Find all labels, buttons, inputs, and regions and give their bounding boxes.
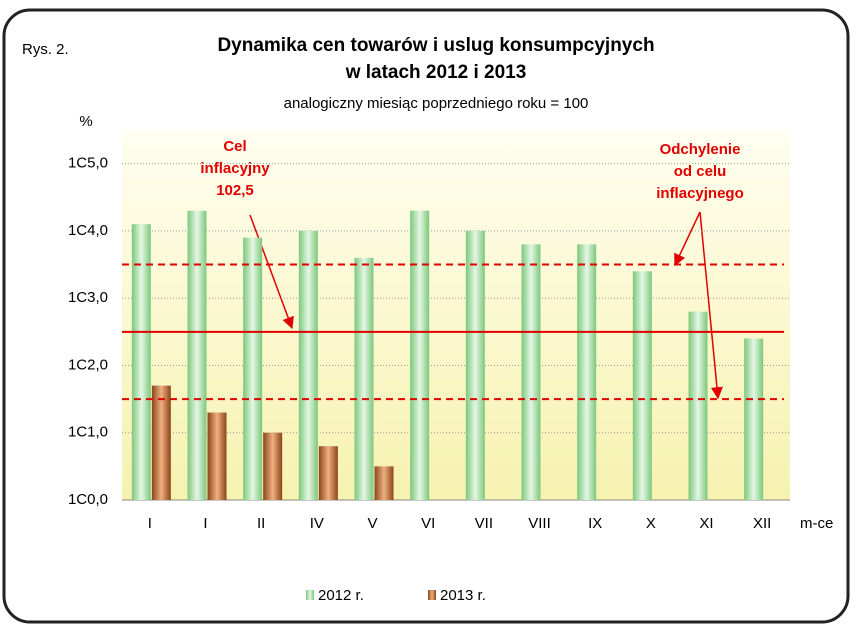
y-tick-label: 1C5,0 [68,155,108,172]
x-tick-label: V [367,515,377,532]
annotation: Cel [223,138,246,155]
chart-title-line2: w latach 2012 i 2013 [345,62,527,83]
y-tick-label: 1C1,0 [68,424,108,441]
arrow [674,211,701,267]
bar [298,230,318,500]
figure-label: Rys. 2. [22,41,69,58]
annotation: od celu [674,163,727,180]
bar [688,311,708,500]
bar [243,237,263,501]
bar [744,338,764,500]
legend-label: 2012 r. [318,587,364,604]
x-tick-label: I [148,515,152,532]
bar [374,466,394,500]
bar [410,210,430,500]
bar [521,244,541,500]
annotation: inflacyjnego [656,185,744,202]
bar [354,257,374,500]
x-tick-label: IV [310,515,324,532]
bar [207,412,227,500]
legend-label: 2013 r. [440,587,486,604]
bar [131,224,151,500]
x-tick-label: XII [753,515,771,532]
x-tick-label: VI [421,515,435,532]
bar [263,432,283,500]
x-tick-label: XI [699,515,713,532]
bar [465,230,485,500]
legend-swatch [306,590,314,600]
x-tick-label: X [646,515,656,532]
x-tick-label: VII [475,515,493,532]
bar [187,210,207,500]
subtitle: analogiczny miesiąc poprzedniego roku = … [284,95,589,112]
bar [318,446,338,500]
annotation: inflacyjny [200,160,270,177]
bar [632,271,652,500]
arrow [249,214,294,330]
annotation: Odchylenie [660,141,741,158]
bar [151,385,171,500]
y-tick-label: 1C0,0 [68,491,108,508]
x-tick-label: II [257,515,265,532]
bar [577,244,597,500]
x-axis-label: m-ce [800,515,833,532]
chart-title: Dynamika cen towarów i uslug konsumpcyjn… [217,35,654,56]
y-tick-label: 1C4,0 [68,222,108,239]
legend-swatch [428,590,436,600]
y-tick-label: 1C3,0 [68,289,108,306]
arrow [699,211,723,400]
y-axis-label: % [79,113,92,130]
x-tick-label: I [203,515,207,532]
plot-area [122,130,790,500]
x-tick-label: IX [588,515,602,532]
x-tick-label: VIII [528,515,551,532]
annotation: 102,5 [216,182,254,199]
y-tick-label: 1C2,0 [68,356,108,373]
